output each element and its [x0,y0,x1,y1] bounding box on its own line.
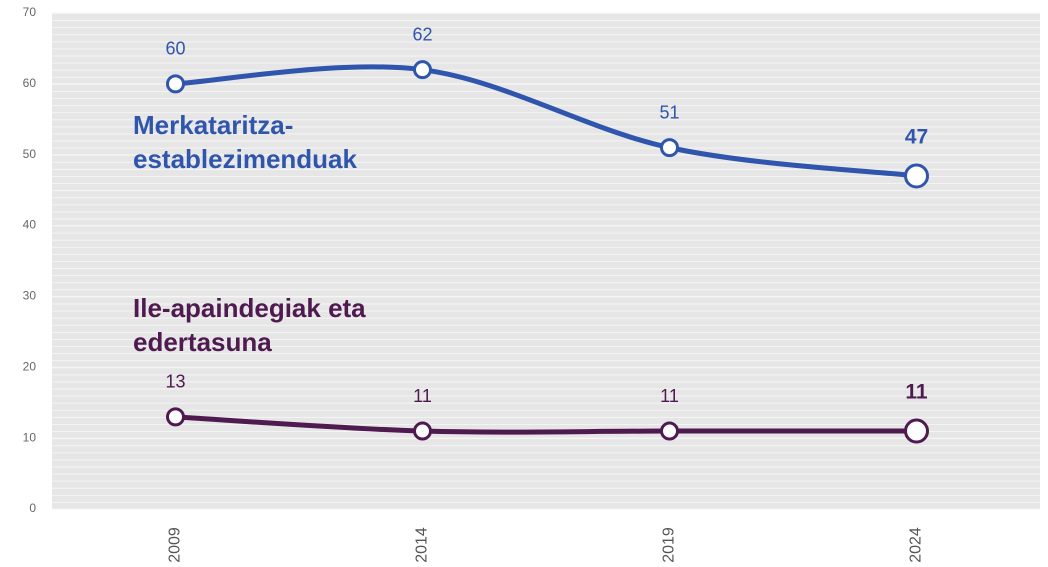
y-tick-label: 30 [23,289,37,303]
data-label: 11 [413,386,432,406]
data-label: 13 [165,372,185,392]
x-tick-label: 2024 [908,527,925,563]
series-line [175,414,917,435]
y-tick-label: 50 [23,147,37,161]
point [904,418,929,444]
legend-label: Ile-apaindegiak eta edertasuna [133,293,366,357]
data-label: 60 [165,39,185,59]
point [660,138,679,158]
data-label: 51 [659,102,679,122]
y-tick-label: 70 [23,5,37,19]
point [166,74,185,94]
point [166,407,185,427]
point [904,163,929,189]
x-tick-label: 2009 [167,527,184,563]
data-label: 47 [905,126,928,149]
y-tick-label: 40 [23,218,37,232]
y-tick-label: 0 [29,501,36,515]
x-tick-label: 2019 [661,527,678,563]
point [413,60,432,80]
plot-background [52,13,1040,509]
y-tick-label: 10 [23,430,37,444]
point [660,421,679,441]
data-label: 62 [412,24,432,44]
y-tick-label: 20 [23,359,37,373]
series-line [175,64,917,179]
data-label: 11 [660,386,679,406]
y-tick-label: 60 [23,76,37,90]
legend-label: Merkataritza-establezimenduak [133,110,357,174]
x-tick-label: 2014 [414,527,431,563]
point [413,421,432,441]
data-label: 11 [905,381,928,404]
